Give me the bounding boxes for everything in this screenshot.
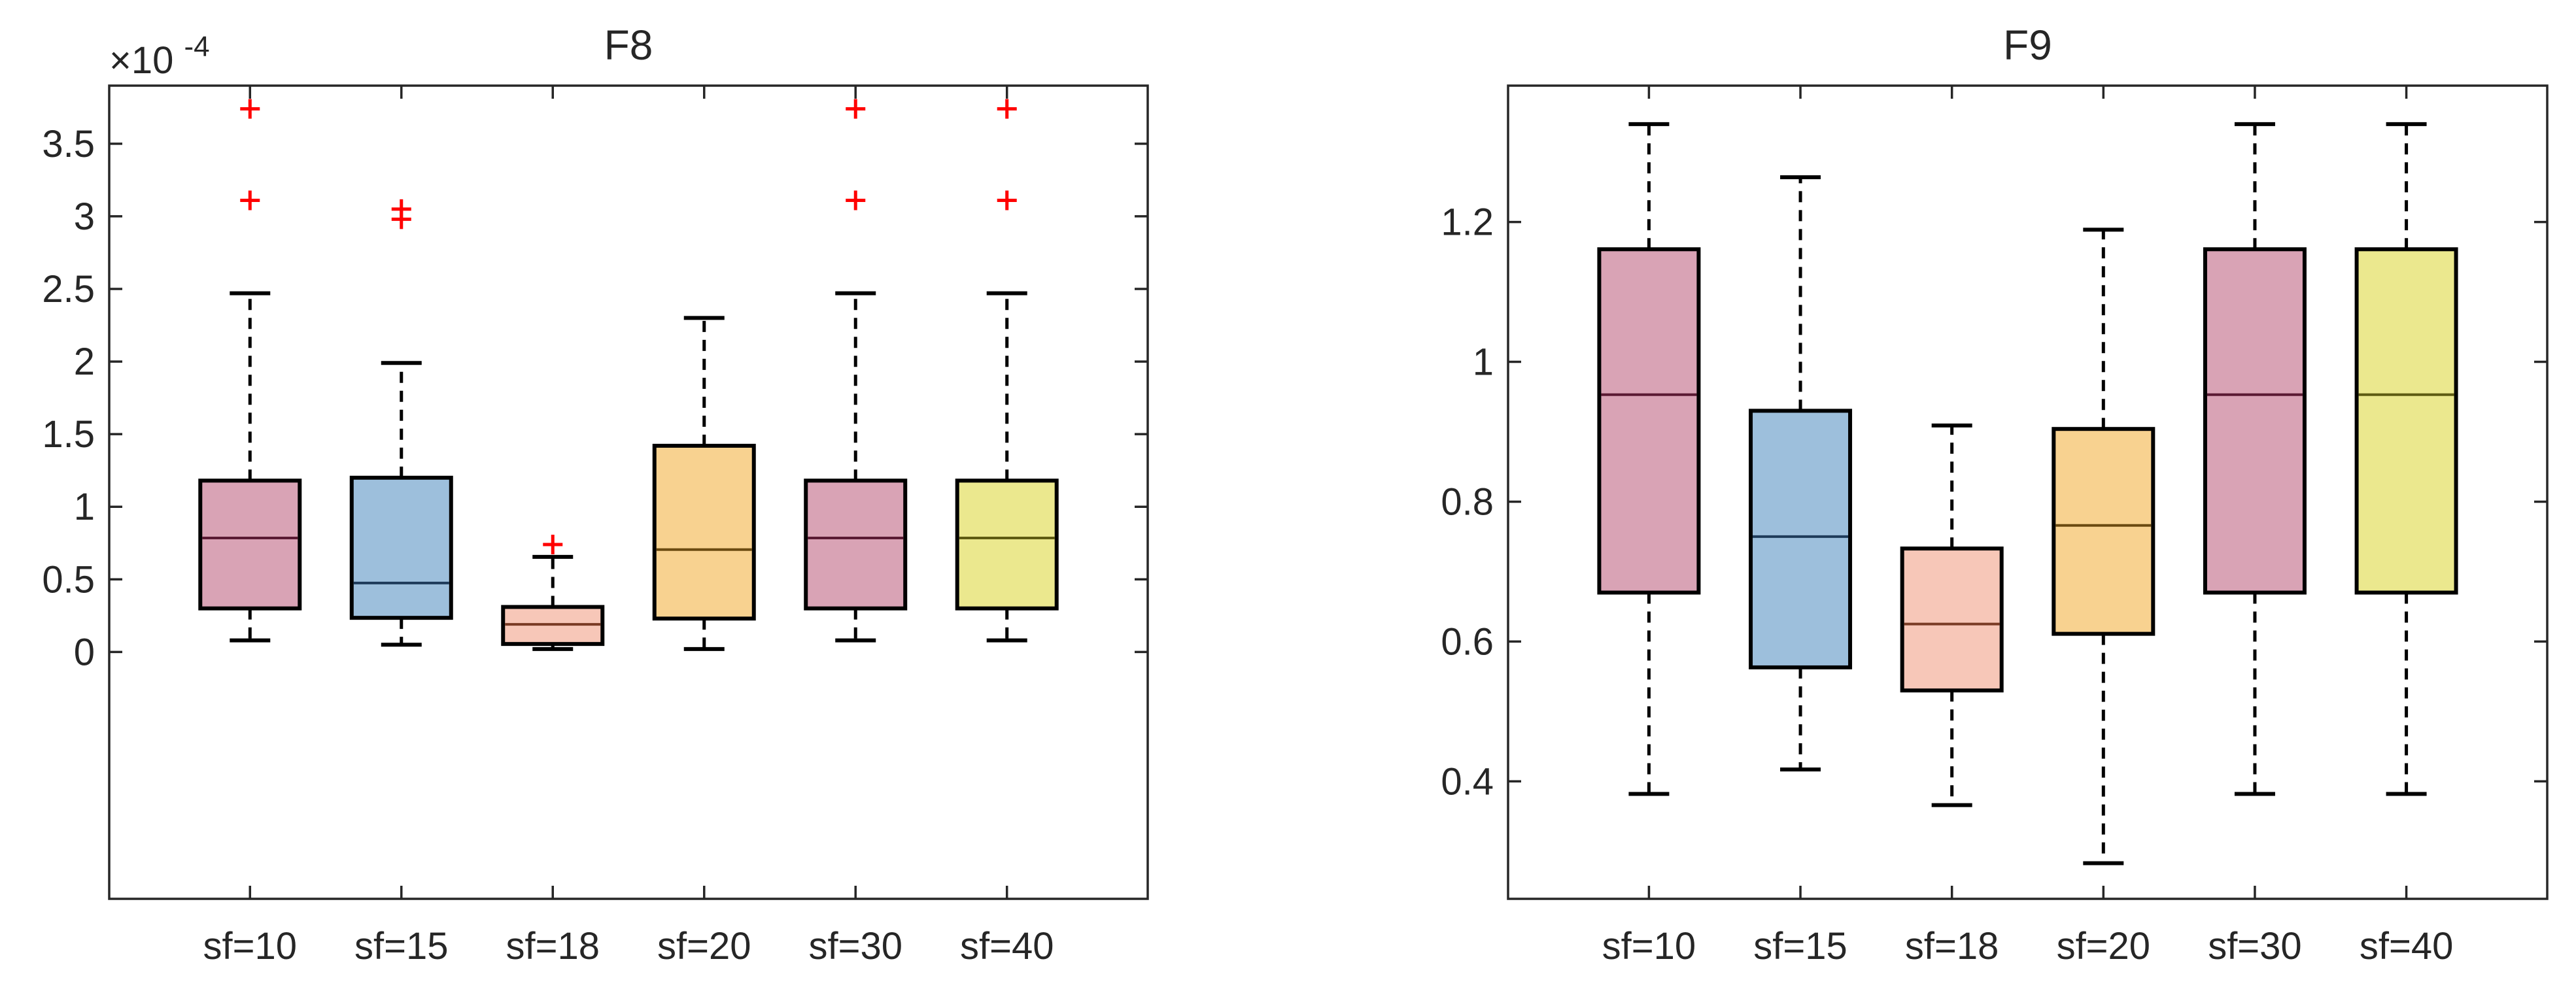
y-ticks-f8: 0 0.5 1 1.5 2 2.5 3 3.5	[42, 123, 1148, 673]
y-exponent-label: ×10 -4	[109, 31, 210, 82]
box-iqr	[804, 479, 908, 611]
x-tick-label: sf=18	[506, 925, 600, 967]
axes-frame-f8	[108, 84, 1149, 900]
x-tick-label: sf=20	[2057, 925, 2151, 967]
box-sf=20	[652, 316, 756, 651]
axes-frame-f9	[1507, 84, 2549, 900]
chart-title-f8: F8	[604, 22, 653, 69]
x-tick-label: sf=10	[1602, 925, 1696, 967]
box-sf=10	[1597, 122, 1701, 796]
y-tick-label: 0	[74, 631, 95, 673]
outlier-marker	[846, 99, 866, 119]
box-iqr	[1597, 247, 1701, 595]
y-tick-label: 1	[74, 486, 95, 528]
box-iqr	[2052, 427, 2155, 636]
box-iqr	[1749, 409, 1853, 669]
outlier-marker	[997, 99, 1017, 119]
y-tick-label: 1.2	[1441, 201, 1494, 244]
outlier-marker	[240, 190, 260, 210]
boxes-f9	[1597, 122, 2458, 865]
axes-f8: 00.511.522.533.5 sf=10 sf=15 sf=18 sf=20 sf=…	[42, 22, 1149, 967]
y-tick-label: 0.4	[1441, 760, 1494, 803]
box-sf=18	[1900, 423, 2004, 807]
x-tick-label: sf=15	[354, 925, 449, 967]
y-exponent-base: ×10	[109, 39, 173, 82]
box-sf=30	[804, 99, 908, 643]
box-sf=20	[2052, 227, 2155, 865]
y-tick-label: 1	[1473, 341, 1494, 384]
x-tick-label: sf=40	[960, 925, 1054, 967]
x-tick-label: sf=40	[2360, 925, 2454, 967]
y-tick-label: 2	[74, 341, 95, 383]
outlier-marker	[543, 534, 563, 554]
y-exponent-power: -4	[184, 31, 210, 63]
box-iqr	[2354, 247, 2458, 595]
axes-f9: 0.40.60.811.2 sf=10 sf=15 sf=18 sf=20 sf=30 s…	[1441, 22, 2549, 967]
box-iqr	[955, 479, 1059, 611]
y-tick-label: 0.6	[1441, 620, 1494, 663]
axes-box	[108, 84, 1149, 900]
box-iqr	[349, 475, 453, 620]
axes-box	[1507, 84, 2549, 900]
outlier-marker	[997, 190, 1017, 210]
y-tick-label: 0.8	[1441, 480, 1494, 523]
box-iqr	[652, 443, 756, 621]
box-sf=10	[198, 99, 302, 643]
x-tick-label: sf=18	[1905, 925, 1999, 967]
boxes-f8	[198, 99, 1059, 651]
x-tick-label: sf=30	[808, 925, 902, 967]
box-sf=18	[501, 534, 605, 651]
box-sf=40	[2354, 122, 2458, 796]
x-tick-label: sf=20	[657, 925, 751, 967]
y-tick-label: 3.5	[42, 123, 95, 165]
y-tick-label: 2.5	[42, 268, 95, 311]
y-tick-label: 3	[74, 195, 95, 238]
box-sf=15	[1749, 175, 1853, 772]
x-ticks-f9: sf=10 sf=15 sf=18 sf=20 sf=30 sf=40	[1602, 86, 2454, 967]
chart-title-f9: F9	[2003, 22, 2052, 69]
box-iqr	[198, 479, 302, 611]
x-tick-label: sf=30	[2208, 925, 2302, 967]
y-tick-label: 0.5	[42, 558, 95, 601]
x-tick-label: sf=10	[203, 925, 298, 967]
x-ticks-f8: sf=10 sf=15 sf=18 sf=20 sf=30 sf=40	[203, 86, 1054, 967]
outlier-marker	[846, 190, 866, 210]
outlier-marker	[391, 199, 411, 219]
box-iqr	[1900, 546, 2004, 693]
box-sf=40	[955, 99, 1059, 643]
box-sf=30	[2203, 122, 2307, 796]
x-tick-label: sf=15	[1753, 925, 1847, 967]
box-sf=15	[349, 199, 453, 647]
box-iqr	[2203, 247, 2307, 595]
y-ticks-f9: 0.4 0.6 0.8 1 1.2	[1441, 201, 2547, 803]
outlier-marker	[240, 99, 260, 119]
y-tick-label: 1.5	[42, 413, 95, 456]
